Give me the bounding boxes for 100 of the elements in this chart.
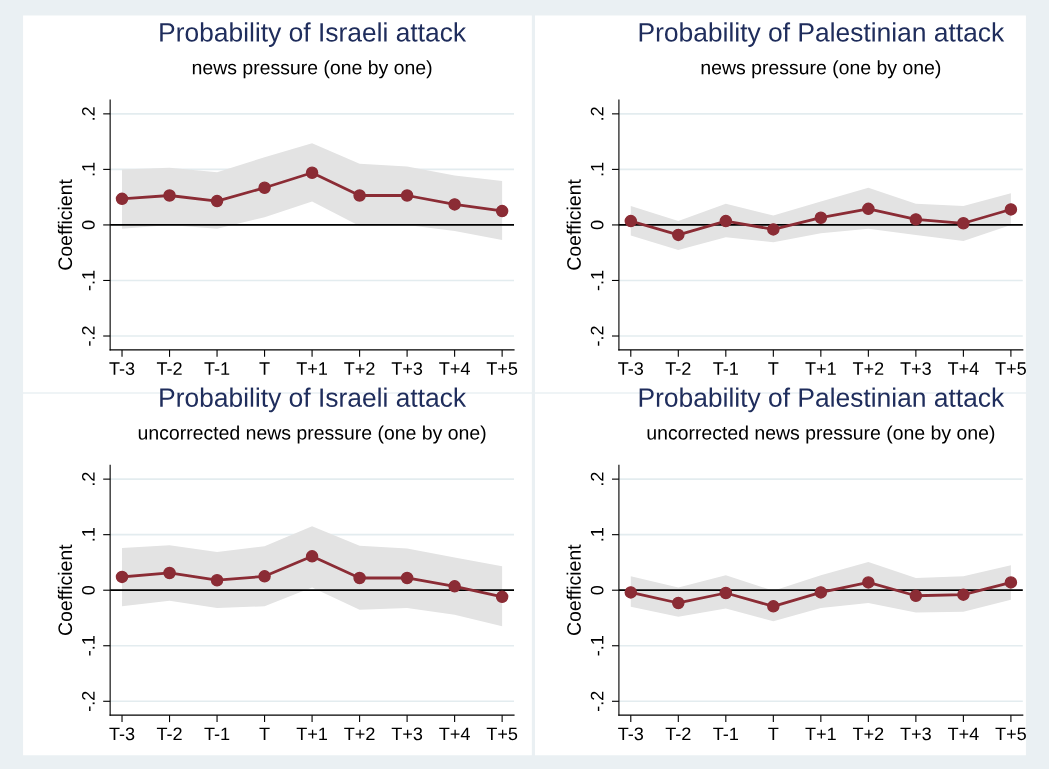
x-tick-label: T-2 (156, 362, 182, 375)
point (767, 223, 780, 236)
x-tick-label: T-1 (204, 362, 230, 375)
point (353, 189, 366, 202)
chart-subtitle: news pressure (one by one) (701, 60, 941, 79)
point (448, 580, 461, 593)
point (495, 204, 509, 218)
point (909, 589, 923, 603)
x-tick-label: T+3 (900, 727, 931, 741)
x-tick-label: T+1 (296, 362, 327, 375)
point (767, 600, 780, 613)
point (448, 198, 461, 211)
x-tick-label: T+2 (852, 362, 884, 375)
y-tick-label: 0 (590, 220, 604, 230)
chart-title: Probability of Palestinian attack (639, 22, 1005, 47)
point (305, 550, 319, 563)
chart-title: Probability of Israeli attack (160, 387, 467, 413)
y-tick-label: 0 (81, 220, 95, 230)
point (353, 571, 366, 585)
x-tick-label: T (259, 362, 270, 375)
y-axis-title: Coefficient (57, 544, 73, 635)
x-tick-label: T-1 (204, 727, 230, 741)
x-tick-label: T-1 (713, 362, 738, 375)
y-tick-label: -.1 (590, 636, 604, 656)
point (163, 189, 176, 202)
point (672, 596, 685, 610)
x-tick-label: T+1 (805, 362, 836, 375)
point (305, 166, 319, 179)
point (163, 566, 176, 580)
point (624, 214, 638, 228)
x-tick-label: T+3 (391, 362, 423, 375)
point (210, 573, 224, 587)
x-tick-label: T+5 (995, 362, 1026, 375)
x-tick-label: T+4 (439, 727, 470, 741)
point (862, 202, 875, 216)
x-tick-label: T+5 (486, 362, 518, 375)
x-tick-label: T+2 (344, 727, 375, 741)
y-tick-label: -.1 (82, 636, 95, 656)
y-tick-label: -.1 (82, 270, 95, 291)
x-tick-label: T-3 (618, 727, 644, 741)
point (814, 586, 828, 599)
point (957, 588, 970, 601)
x-tick-label: T-2 (665, 727, 691, 741)
y-tick-label: -.2 (81, 691, 95, 712)
x-tick-label: T (768, 727, 779, 741)
point (909, 213, 923, 226)
point (719, 214, 733, 228)
point (957, 217, 970, 230)
y-tick-label: .2 (81, 107, 95, 120)
chart-subtitle: news pressure (one by one) (192, 60, 432, 79)
y-tick-label: .1 (590, 162, 604, 176)
x-tick-label: T-1 (713, 727, 738, 741)
y-tick-label: 0 (590, 585, 604, 595)
y-tick-label: -.1 (590, 270, 604, 291)
x-tick-label: T (259, 727, 270, 741)
y-axis-title: Coefficient (566, 179, 581, 270)
y-tick-label: .2 (590, 107, 604, 120)
point (258, 570, 271, 583)
y-tick-label: -.2 (590, 326, 604, 346)
y-tick-label: -.2 (81, 326, 95, 346)
x-tick-label: T+4 (947, 727, 979, 741)
y-tick-label: 0 (81, 585, 95, 595)
point (400, 189, 414, 202)
y-tick-label: .2 (81, 472, 95, 486)
y-tick-label: -.2 (590, 691, 604, 712)
x-tick-label: T+1 (805, 727, 836, 741)
point (672, 228, 685, 242)
point (1004, 203, 1018, 216)
x-tick-label: T-3 (109, 362, 135, 375)
y-tick-label: .2 (590, 472, 604, 486)
chart-title: Probability of Israeli attack (160, 22, 467, 47)
point (115, 570, 129, 584)
x-tick-label: T+2 (344, 362, 375, 375)
chart-title: Probability of Palestinian attack (639, 387, 1005, 413)
x-tick-label: T+1 (296, 727, 327, 741)
point (719, 586, 733, 600)
chart-subtitle: uncorrected news pressure (one by one) (138, 425, 486, 444)
y-axis-title: Coefficient (566, 544, 581, 635)
point (624, 586, 638, 599)
x-tick-label: T+5 (995, 727, 1026, 741)
point (400, 571, 414, 585)
x-tick-label: T-2 (665, 362, 691, 375)
point (814, 211, 828, 224)
x-tick-label: T+3 (900, 362, 931, 375)
point (862, 576, 875, 589)
x-tick-label: T+4 (439, 362, 470, 375)
y-tick-label: .1 (82, 528, 95, 541)
x-tick-label: T+5 (486, 727, 518, 741)
x-tick-label: T-3 (109, 727, 135, 741)
point (115, 192, 129, 206)
x-tick-label: T+2 (852, 727, 884, 741)
point (495, 590, 509, 604)
x-tick-label: T-3 (618, 362, 644, 375)
chart-subtitle: uncorrected news pressure (one by one) (647, 425, 995, 444)
y-tick-label: .1 (82, 162, 95, 176)
y-axis-title: Coefficient (57, 179, 73, 270)
x-tick-label: T+3 (391, 727, 423, 741)
point (258, 181, 271, 194)
x-tick-label: T+4 (947, 362, 979, 375)
x-tick-label: T-2 (156, 727, 182, 741)
